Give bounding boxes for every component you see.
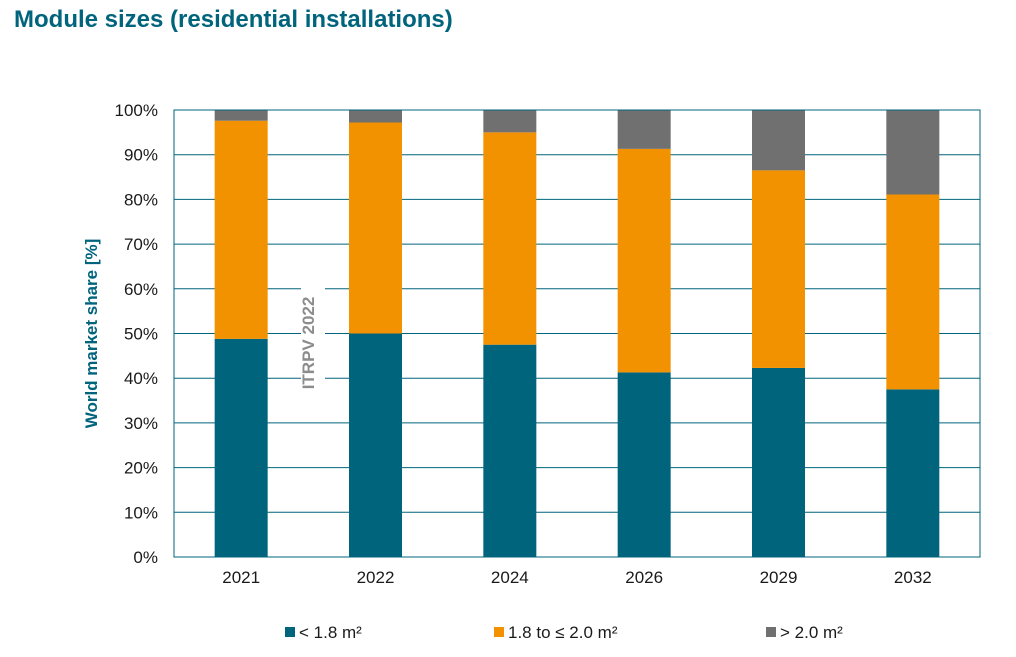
y-tick-label: 10% xyxy=(124,503,158,522)
legend-swatch xyxy=(766,627,776,637)
bar-segment xyxy=(886,194,940,390)
bar-segment xyxy=(886,110,940,195)
bar-segment xyxy=(752,170,805,368)
bar-segment xyxy=(349,333,402,557)
bar-segment xyxy=(752,110,805,171)
y-tick-label: 40% xyxy=(124,369,158,388)
x-tick-label: 2021 xyxy=(222,568,260,587)
bars xyxy=(214,110,940,557)
bar-segment xyxy=(886,389,940,557)
x-tick-label: 2026 xyxy=(625,568,663,587)
bar-segment xyxy=(349,110,402,123)
y-tick-label: 30% xyxy=(124,414,158,433)
bar-segment xyxy=(752,367,805,557)
y-tick-label: 70% xyxy=(124,235,158,254)
bar-segment xyxy=(214,120,268,339)
bar-segment xyxy=(214,110,268,121)
plot-frame xyxy=(173,109,981,558)
legend-label: 1.8 to ≤ 2.0 m² xyxy=(508,623,618,642)
bar-segment xyxy=(617,110,671,149)
chart-title: Module sizes (residential installations) xyxy=(14,6,453,33)
bar-segment xyxy=(617,372,671,557)
x-tick-label: 2024 xyxy=(491,568,529,587)
y-tick-label: 80% xyxy=(124,190,158,209)
x-tick-label: 2032 xyxy=(894,568,932,587)
legend-label: > 2.0 m² xyxy=(780,623,843,642)
x-tick-label: 2022 xyxy=(357,568,395,587)
y-tick-label: 50% xyxy=(124,325,158,344)
y-tick-label: 90% xyxy=(124,146,158,165)
bar-segment xyxy=(349,122,402,334)
bar-segment xyxy=(483,132,537,345)
bar-segment xyxy=(214,338,268,557)
watermark: ITRPV 2022 xyxy=(299,297,318,390)
x-tick-label: 2029 xyxy=(760,568,798,587)
x-tick-labels: 2021 2022 2024 2026 2029 2032 xyxy=(222,568,931,587)
watermark-background xyxy=(301,285,325,401)
gridlines xyxy=(174,109,980,558)
y-tick-label: 100% xyxy=(115,101,158,120)
y-tick-label: 60% xyxy=(124,280,158,299)
legend-swatch xyxy=(285,627,295,637)
bar-segment xyxy=(483,344,537,557)
y-tick-labels: 0% 10% 20% 30% 40% 50% 60% 70% 80% 90% 100% xyxy=(115,101,158,567)
y-axis-label: World market share [%] xyxy=(82,239,101,429)
legend: < 1.8 m² 1.8 to ≤ 2.0 m² > 2.0 m² xyxy=(285,623,843,642)
legend-swatch xyxy=(494,627,504,637)
y-tick-label: 20% xyxy=(124,459,158,478)
legend-label: < 1.8 m² xyxy=(299,623,362,642)
bar-segment xyxy=(483,110,537,133)
y-tick-label: 0% xyxy=(133,548,158,567)
bar-segment xyxy=(617,148,671,373)
